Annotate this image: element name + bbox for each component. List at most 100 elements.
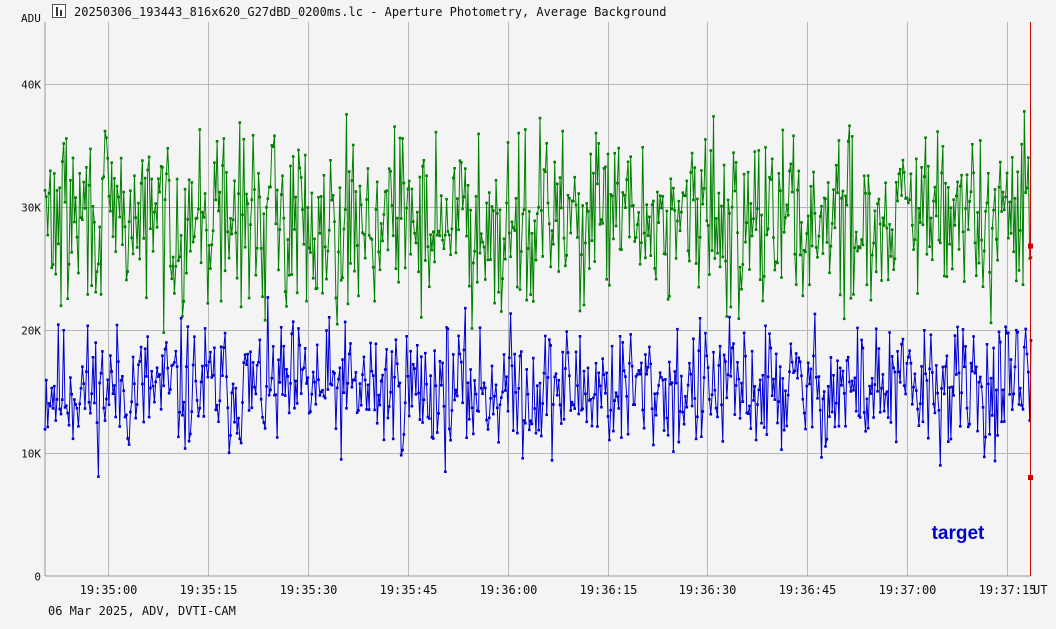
data-point <box>632 403 635 406</box>
data-point <box>716 415 719 419</box>
data-point <box>489 397 492 400</box>
data-point <box>646 234 650 237</box>
data-point <box>66 411 69 415</box>
data-point <box>801 397 805 401</box>
data-point <box>227 256 231 260</box>
data-point <box>959 184 962 188</box>
data-point <box>896 350 899 353</box>
data-point <box>834 163 838 167</box>
data-point <box>337 377 340 381</box>
data-point <box>243 245 247 249</box>
data-point <box>874 327 878 331</box>
data-point <box>414 393 418 396</box>
data-point <box>311 370 315 374</box>
data-point <box>411 363 415 366</box>
data-point <box>908 349 911 352</box>
data-point <box>860 238 863 241</box>
data-point <box>588 399 591 402</box>
data-point <box>78 402 81 406</box>
data-point <box>770 157 774 161</box>
data-point <box>432 230 435 234</box>
data-point <box>862 174 866 178</box>
data-point <box>101 350 104 353</box>
data-point <box>964 345 967 348</box>
data-point <box>610 344 614 348</box>
data-point <box>50 386 53 390</box>
data-point <box>299 176 303 179</box>
data-point <box>901 158 905 162</box>
data-point <box>993 188 997 191</box>
data-point <box>606 415 610 418</box>
data-point <box>102 406 105 410</box>
data-point <box>600 218 603 221</box>
light-curve-chart[interactable]: 0 10K 20K 30K 40K ADU 19:35:00 19:35:15 19:35:3… <box>0 0 1056 600</box>
data-point <box>500 396 503 399</box>
data-point <box>645 372 648 376</box>
data-point <box>199 380 203 384</box>
data-point <box>706 224 710 227</box>
data-point <box>977 261 981 265</box>
data-point <box>428 285 431 289</box>
data-point <box>980 385 983 388</box>
data-point <box>992 346 995 350</box>
data-point <box>277 268 280 272</box>
data-point <box>494 383 498 387</box>
data-point <box>609 408 612 412</box>
data-point <box>174 265 178 268</box>
data-point <box>313 237 316 241</box>
data-point <box>856 326 859 330</box>
data-point <box>502 237 506 241</box>
data-point <box>262 212 266 216</box>
data-point <box>432 437 435 440</box>
data-point <box>226 406 230 410</box>
data-point <box>618 335 622 338</box>
data-point <box>610 194 614 198</box>
data-point <box>214 408 218 412</box>
data-point <box>255 246 259 250</box>
data-point <box>51 407 55 410</box>
data-point <box>89 147 92 151</box>
data-point <box>110 370 113 373</box>
data-point <box>126 270 129 273</box>
data-point <box>206 375 210 379</box>
data-point <box>309 251 312 254</box>
data-point <box>628 362 631 365</box>
data-point <box>884 392 887 396</box>
data-point <box>620 436 623 439</box>
data-point <box>959 425 962 428</box>
data-point <box>813 212 817 215</box>
data-point <box>865 283 869 287</box>
data-point <box>501 277 504 280</box>
data-point <box>534 431 538 435</box>
data-point <box>54 419 57 422</box>
data-point <box>239 305 243 309</box>
data-point <box>960 173 963 177</box>
data-point <box>90 284 93 287</box>
data-point <box>714 217 718 220</box>
data-point <box>445 326 448 329</box>
data-point <box>485 418 488 422</box>
data-point <box>390 350 394 353</box>
data-point <box>1004 195 1007 199</box>
data-point <box>654 277 658 281</box>
data-point <box>155 366 159 370</box>
data-point <box>726 198 730 202</box>
data-point <box>217 209 220 213</box>
data-point <box>730 346 734 350</box>
data-point <box>488 416 491 420</box>
data-point <box>794 283 798 286</box>
data-point <box>474 195 478 198</box>
data-point <box>385 348 388 351</box>
data-point <box>362 232 366 236</box>
data-point <box>354 190 358 193</box>
data-point <box>353 378 356 382</box>
data-point <box>648 345 651 349</box>
data-point <box>742 331 746 335</box>
data-point <box>405 206 408 210</box>
data-point <box>750 349 754 353</box>
data-point <box>359 203 363 207</box>
data-point <box>616 395 619 398</box>
data-point <box>932 199 935 203</box>
data-point <box>758 378 762 382</box>
data-point <box>544 334 547 338</box>
